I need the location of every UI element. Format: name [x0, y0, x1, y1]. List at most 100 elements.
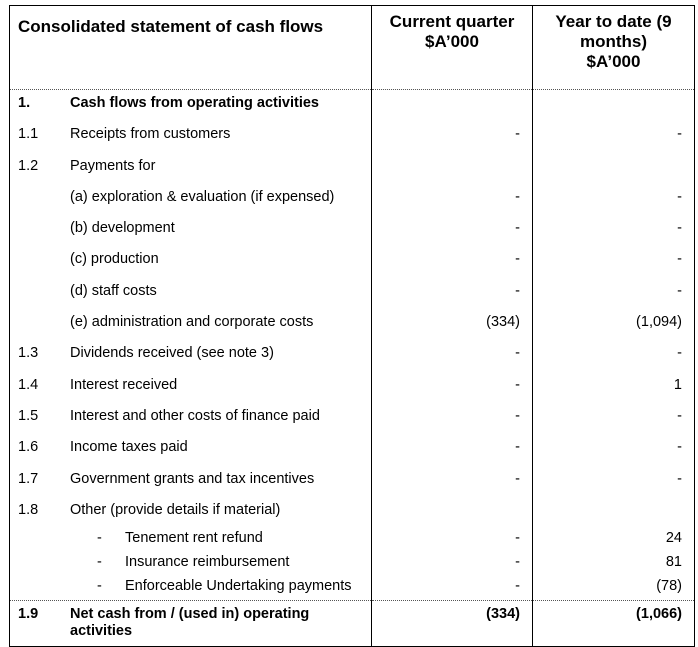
row-number: 1. [18, 95, 31, 111]
row-number: 1.4 [18, 376, 39, 393]
year-to-date-value: - [532, 183, 695, 216]
year-to-date-value [532, 89, 695, 122]
current-quarter-value: - [371, 183, 533, 216]
current-quarter-value: - [371, 121, 533, 153]
row-label: Other (provide details if material) [70, 501, 281, 518]
row-label: Enforceable Undertaking payments [125, 578, 352, 595]
row-label-cell: 1.1 Receipts from customers [10, 121, 372, 152]
cash-flow-statement: Consolidated statement of cash flows Cur… [9, 5, 695, 647]
row-number: 1.7 [18, 470, 39, 487]
row-label-cell: - Tenement rent refund [10, 528, 372, 552]
year-to-date-value: - [532, 215, 695, 247]
current-quarter-value: - [371, 434, 533, 466]
year-to-date-value: - [532, 277, 695, 310]
table-row: (d) staff costs - - [10, 277, 695, 310]
current-quarter-value: - [371, 528, 533, 553]
header-row: Consolidated statement of cash flows Cur… [9, 5, 695, 90]
row-number: 1.6 [18, 439, 39, 456]
bullet-item: - Enforceable Undertaking payments [10, 578, 352, 594]
current-quarter-header: Current quarter $A’000 [371, 5, 533, 90]
current-quarter-value [371, 89, 533, 122]
table-row: - Insurance reimbursement -81 [10, 552, 695, 577]
row-label: Cash flows from operating activities [70, 95, 319, 111]
row-number: 1.9 [18, 606, 39, 623]
row-label: Insurance reimbursement [125, 554, 290, 571]
row-label-cell: (c) production [10, 246, 372, 277]
row-number: 1.2 [18, 157, 39, 174]
current-quarter-value: - [371, 402, 533, 435]
year-to-date-value: - [532, 121, 695, 153]
row-label-cell: 1.9 Net cash from / (used in) operating a… [9, 600, 372, 647]
current-quarter-value: - [371, 576, 533, 601]
row-label-cell: 1.3 Dividends received (see note 3) [10, 340, 372, 371]
row-number: 1.5 [18, 407, 39, 424]
row-label: Tenement rent refund [125, 530, 263, 547]
row-label: Payments for [70, 157, 156, 174]
row-label: (c) production [70, 251, 159, 268]
row-label-cell: 1.5 Interest and other costs of finance p… [10, 403, 372, 434]
year-to-date-header-unit: $A’000 [586, 52, 641, 71]
row-label: (a) exploration & evaluation (if expense… [70, 188, 335, 205]
current-quarter-value: - [371, 215, 533, 247]
row-label: (e) administration and corporate costs [70, 314, 314, 331]
row-number: 1.8 [18, 501, 39, 518]
row-label-cell: (b) development [10, 215, 372, 246]
year-to-date-value [532, 152, 695, 184]
table-row: - Enforceable Undertaking payments - (78) [10, 576, 695, 601]
row-label: Receipts from customers [70, 126, 231, 143]
row-label: Government grants and tax incentives [70, 470, 315, 487]
table-row: (a) exploration & evaluation (if expense… [10, 183, 695, 216]
current-quarter-value [371, 496, 533, 529]
table-row: 1.2 Payments for [10, 152, 695, 184]
bullet-item: - Tenement rent refund [10, 530, 263, 546]
cash-flow-table: Consolidated statement of cash flows Cur… [9, 5, 695, 647]
current-quarter-value: - [371, 465, 533, 497]
year-to-date-value: - [532, 465, 695, 497]
year-to-date-header-line: Year to date (9 [555, 12, 672, 31]
year-to-date-value: 81 [532, 552, 695, 577]
row-label: Income taxes paid [70, 439, 188, 456]
year-to-date-value: (78) [532, 576, 695, 601]
table-row: 1.1 Receipts from customers - - [10, 121, 695, 153]
row-label-cell: 1.8 Other (provide details if material) [10, 497, 372, 528]
table-row: 1.4 Interest received -1 [10, 371, 695, 403]
year-to-date-value: 24 [532, 528, 695, 553]
table-row: 1.3 Dividends received (see note 3) - - [10, 340, 695, 372]
year-to-date-header: Year to date (9 months) $A’000 [532, 5, 695, 90]
year-to-date-total: (1,066) [532, 600, 695, 647]
current-quarter-value: - [371, 340, 533, 372]
current-quarter-value: - [371, 246, 533, 278]
table-row: 1.8 Other (provide details if material) [10, 496, 695, 529]
row-label-cell: - Enforceable Undertaking payments [10, 576, 372, 601]
bullet-marker: - [97, 530, 102, 547]
current-quarter-value: - [371, 371, 533, 403]
table-row: 1.6 Income taxes paid - - [10, 434, 695, 466]
table-row: 1. Cash flows from operating activities [10, 89, 695, 122]
year-to-date-value: 1 [532, 371, 695, 403]
table-title: Consolidated statement of cash flows [9, 5, 372, 90]
year-to-date-value: - [532, 340, 695, 372]
row-number: 1.3 [18, 345, 39, 362]
bullet-marker: - [97, 578, 102, 595]
year-to-date-value: - [532, 246, 695, 278]
table-row: 1.7 Government grants and tax incentives -… [10, 465, 695, 497]
row-label-cell: (a) exploration & evaluation (if expense… [10, 184, 372, 215]
year-to-date-value: - [532, 434, 695, 466]
year-to-date-value: - [532, 402, 695, 435]
current-quarter-header-unit: $A’000 [425, 32, 479, 51]
row-label: (b) development [70, 220, 175, 237]
current-quarter-header-line: Current quarter [389, 12, 515, 31]
row-label: Net cash from / (used in) operating acti… [70, 606, 310, 640]
table-row: (c) production - - [10, 246, 695, 278]
row-label: Dividends received (see note 3) [70, 345, 274, 362]
row-number: 1.1 [18, 126, 39, 143]
bullet-marker: - [97, 554, 102, 571]
current-quarter-value: - [371, 277, 533, 310]
row-label-cell: 1.4 Interest received [10, 372, 372, 403]
row-label-cell: (d) staff costs [10, 278, 372, 309]
current-quarter-value [371, 152, 533, 184]
table-row: (b) development - - [10, 215, 695, 247]
row-label-cell: (e) administration and corporate costs [10, 309, 372, 340]
row-label: Interest and other costs of finance paid [70, 407, 320, 424]
year-to-date-value [532, 496, 695, 529]
